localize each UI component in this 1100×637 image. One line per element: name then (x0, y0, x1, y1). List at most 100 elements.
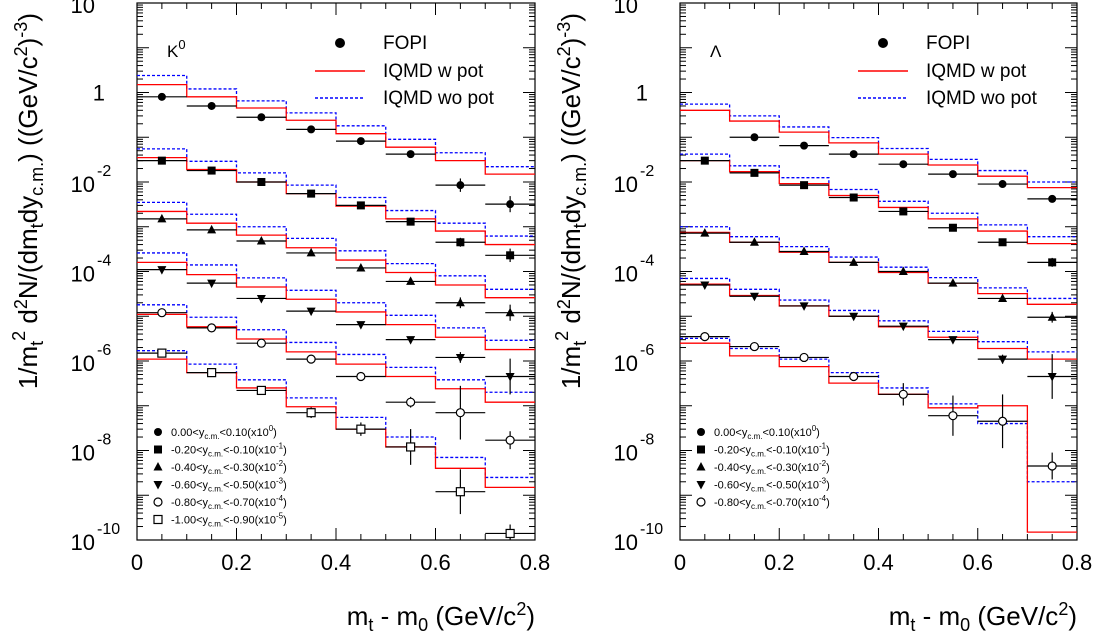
data-point (207, 279, 217, 289)
x-tick-label: 0.6 (420, 550, 451, 575)
y-tick-label: 10 (614, 172, 638, 197)
rapidity-legend-marker (697, 445, 705, 454)
rapidity-legend-label: 0.00<yc.m.<0.10(x100) (714, 424, 820, 441)
rapidity-legend-marker (153, 462, 163, 471)
data-point (800, 141, 809, 150)
data-point (700, 332, 710, 342)
y-tick-label: 10 (71, 530, 95, 555)
y-tick-label: 10 (71, 172, 95, 197)
data-point (207, 224, 217, 234)
iqmd-w-pot-histogram (680, 109, 1077, 189)
data-point (406, 336, 416, 345)
data-point (207, 323, 217, 333)
legend-fopi-marker (878, 38, 888, 48)
data-point (157, 92, 166, 101)
data-point (157, 213, 167, 223)
x-axis-title: mt - m0 (GeV/c2) (889, 599, 1077, 635)
data-point (700, 228, 710, 237)
data-point (899, 207, 908, 216)
y-tick-label-exponent: -10 (97, 521, 120, 538)
iqmd-w-pot-histogram (137, 83, 535, 175)
legend: FOPI IQMD w pot IQMD wo pot (315, 33, 495, 109)
rapidity-legend-marker (696, 462, 706, 471)
data-point (157, 266, 167, 275)
y-tick-label: 10 (614, 0, 638, 18)
data-point (998, 238, 1007, 247)
data-point (356, 371, 366, 382)
rapidity-legend-label: 0.00<yc.m.<0.10(x100) (171, 424, 277, 441)
data-point (849, 257, 859, 266)
data-point (998, 180, 1007, 189)
data-point (207, 101, 216, 110)
data-point (455, 487, 465, 497)
data-point (1047, 461, 1057, 471)
rapidity-legend-label: -0.80<yc.m.<-0.70(x10-4) (714, 494, 830, 511)
data-point (750, 168, 759, 177)
data-point (256, 294, 266, 304)
legend-label: IQMD wo pot (383, 88, 495, 109)
y-tick-label-exponent: 2 (97, 0, 106, 1)
data-point (898, 266, 908, 275)
data-point (749, 237, 759, 246)
data-point (207, 166, 216, 175)
legend-label: FOPI (926, 33, 970, 54)
data-point (256, 385, 266, 396)
data-point (406, 397, 416, 407)
data-point (157, 308, 167, 318)
rapidity-legend-marker (697, 428, 705, 436)
y-axis-title: 1/mt2 d2N/(dmtdyc.m.) ((GeV/c2)-3) (552, 13, 590, 389)
rapidity-legend-marker (153, 514, 163, 525)
y-tick-label-exponent: -8 (640, 432, 654, 449)
data-point (849, 193, 858, 202)
data-point (898, 389, 908, 399)
data-point (455, 353, 465, 363)
data-point (256, 236, 266, 245)
y-tick-label-exponent: -10 (640, 521, 663, 538)
rapidity-legend-label: -0.20<yc.m.<-0.10(x10-1) (714, 442, 830, 459)
iqmd-wo-pot-histogram (137, 252, 535, 341)
x-tick-label: 0 (674, 550, 686, 575)
data-point (506, 251, 515, 260)
data-point (307, 125, 316, 134)
data-point (356, 262, 366, 272)
legend-fopi-marker (335, 38, 345, 48)
data-point (948, 336, 958, 345)
rapidity-legend-label: -1.00<yc.m.<-0.90(x10-5) (171, 512, 287, 529)
x-tick-label: 0.2 (221, 550, 252, 575)
iqmd-wo-pot-histogram (680, 337, 1077, 483)
data-point (356, 424, 366, 434)
data-point (356, 137, 365, 146)
y-tick-label: 10 (71, 351, 95, 376)
legend-label: IQMD w pot (926, 61, 1027, 82)
iqmd-wo-pot-histogram (680, 277, 1077, 353)
rapidity-legend: 0.00<yc.m.<0.10(x100)-0.20<yc.m.<-0.10(x… (153, 424, 287, 529)
y-tick-label: 1 (93, 81, 105, 106)
iqmd-w-pot-histogram (680, 283, 1077, 360)
y-tick-label: 10 (614, 351, 638, 376)
y-tick-label-exponent: -8 (97, 432, 111, 449)
data-point (898, 322, 908, 332)
legend: FOPI IQMD w pot IQMD wo pot (858, 33, 1038, 109)
data-point (506, 200, 515, 209)
iqmd-wo-pot-histogram (137, 201, 535, 290)
rapidity-legend-marker (154, 445, 162, 454)
rapidity-legend-marker (153, 497, 163, 507)
iqmd-wo-pot-histogram (137, 74, 535, 168)
data-point (505, 373, 515, 382)
rapidity-legend-label: -0.60<yc.m.<-0.50(x10-3) (714, 477, 830, 494)
y-tick-label-exponent: -6 (640, 342, 654, 359)
data-point (1047, 373, 1057, 382)
data-point (455, 297, 465, 307)
iqmd-w-pot-histogram (680, 231, 1077, 305)
panel-1: 00.20.40.60.8102110-210-410-610-810-10mt… (9, 0, 550, 635)
data-point (849, 312, 859, 322)
data-point (307, 189, 316, 198)
data-point (700, 281, 710, 290)
data-point (157, 156, 166, 165)
particle-label: K0 (167, 37, 186, 61)
data-point (306, 307, 316, 317)
legend-label: IQMD w pot (383, 61, 484, 82)
y-tick-label: 10 (71, 262, 95, 287)
y-tick-label-exponent: 2 (640, 0, 649, 1)
data-point (505, 435, 515, 445)
